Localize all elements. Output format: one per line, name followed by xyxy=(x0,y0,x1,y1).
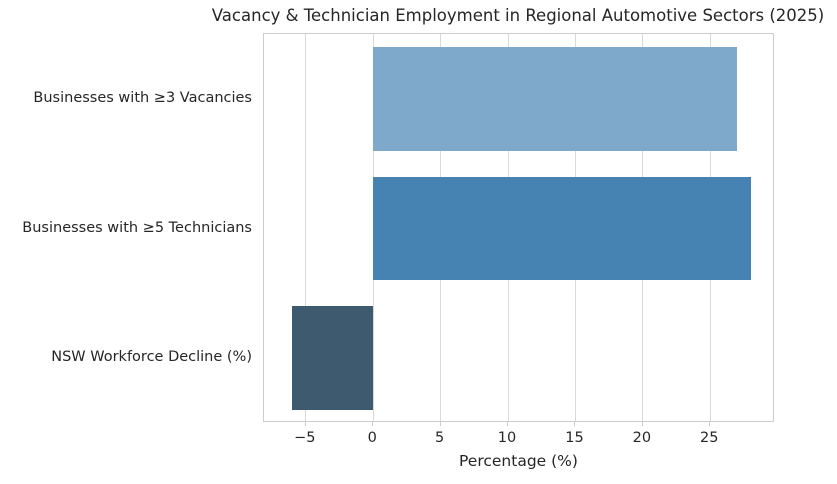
x-axis-label: Percentage (%) xyxy=(459,452,578,470)
x-tick-mark xyxy=(372,422,374,426)
gridline xyxy=(305,34,307,421)
bar-1 xyxy=(373,176,751,281)
bar-0 xyxy=(373,46,738,151)
x-tick-label: 20 xyxy=(632,430,652,446)
y-tick-label: Businesses with ≥5 Technicians xyxy=(22,219,252,236)
x-tick-label: −5 xyxy=(294,430,316,446)
x-tick-label: 25 xyxy=(700,430,719,446)
x-tick-label: 0 xyxy=(367,430,377,446)
x-tick-mark xyxy=(574,422,576,426)
x-tick-mark xyxy=(709,422,711,426)
x-tick-mark xyxy=(641,422,643,426)
bar-2 xyxy=(292,306,374,411)
x-tick-label: 15 xyxy=(565,430,584,446)
y-tick-label: NSW Workforce Decline (%) xyxy=(51,349,252,366)
y-tick-label: Businesses with ≥3 Vacancies xyxy=(33,89,252,106)
x-tick-mark xyxy=(439,422,441,426)
x-tick-mark xyxy=(304,422,306,426)
x-tick-label: 5 xyxy=(435,430,445,446)
x-tick-mark xyxy=(507,422,509,426)
plot-area xyxy=(263,33,774,422)
x-tick-label: 10 xyxy=(497,430,517,446)
chart-title: Vacancy & Technician Employment in Regio… xyxy=(211,6,825,25)
